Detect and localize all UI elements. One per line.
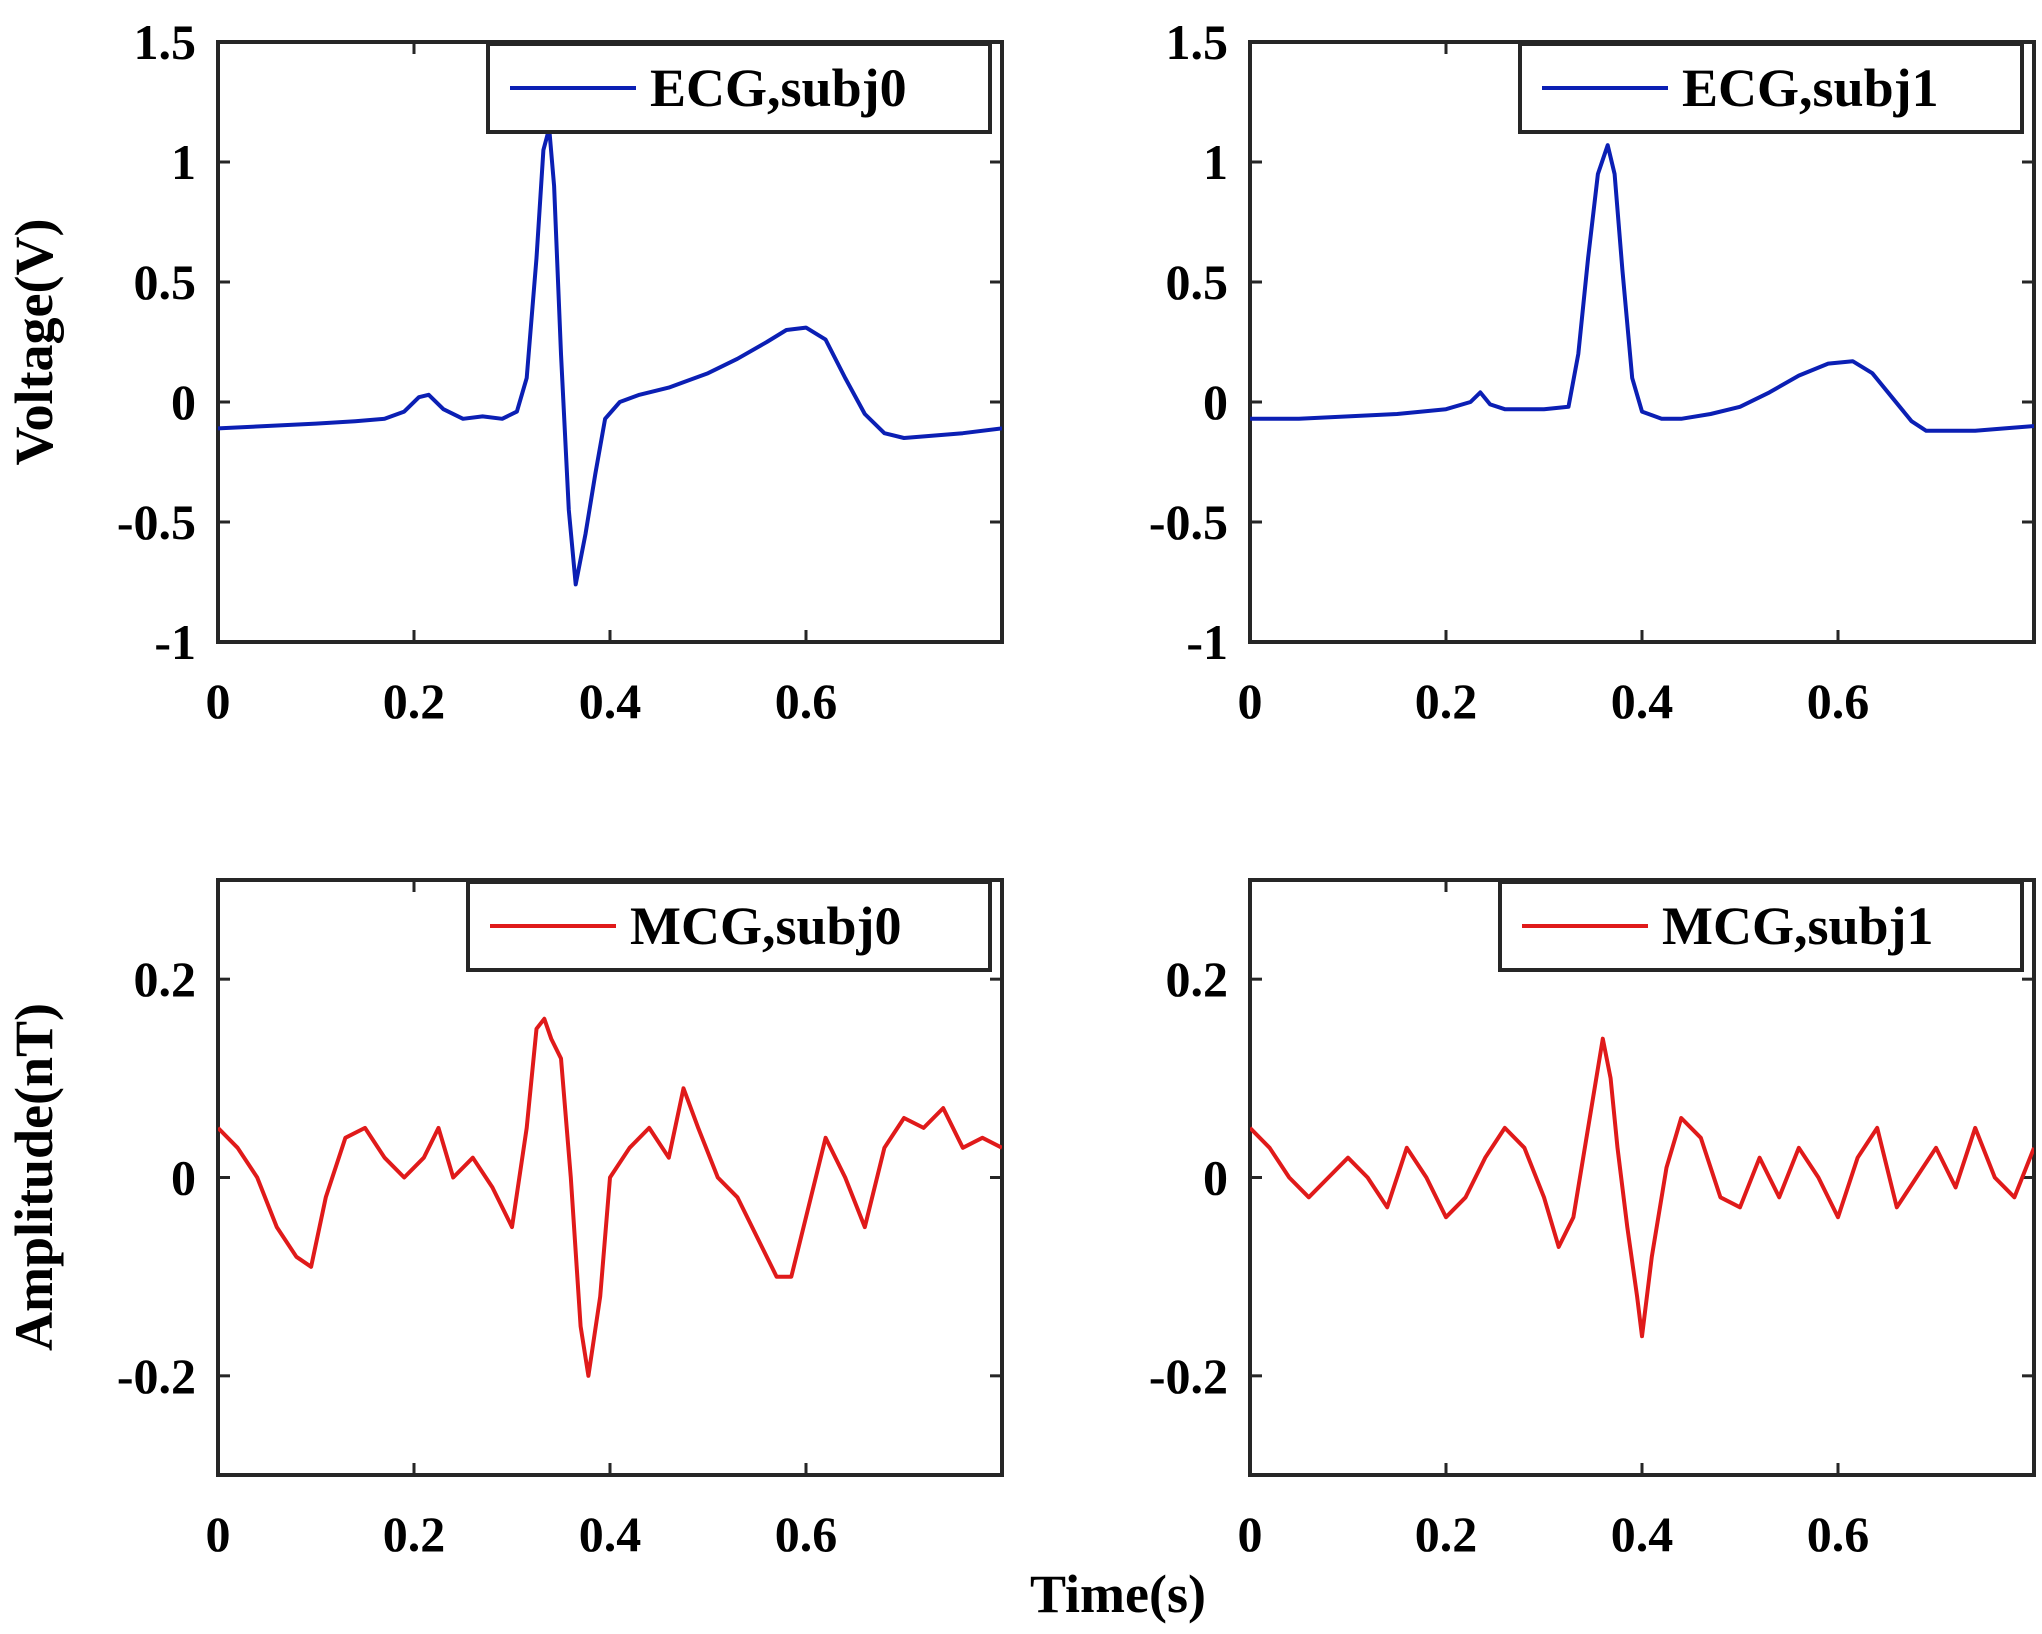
y-tick-label: 0.2 [134, 951, 197, 1007]
y-tick-label: -0.5 [117, 494, 196, 550]
x-tick-label: 0.4 [1611, 1506, 1674, 1562]
y-tick-label: 1.5 [134, 14, 197, 70]
ecg-subj0-panel: 0 0.2 0.4 0.6 1.5 1 0.5 0 -0.5 -1 ECG,subj0 Voltage… [4, 14, 1004, 729]
legend-label: ECG,subj0 [650, 58, 907, 118]
y-tick-label: 0.2 [1166, 951, 1229, 1007]
y-tick-label: 0.5 [1166, 254, 1229, 310]
mcg-subj1-panel: 0 0.2 0.4 0.6 0.2 0 -0.2 MCG,subj1 Time(s) [1030, 878, 2036, 1624]
y-tick-label: 1.5 [1166, 14, 1229, 70]
x-tick-label: 0.6 [1807, 673, 1870, 729]
x-tick-label: 0.6 [775, 673, 838, 729]
y-tick-label: 0 [171, 1150, 196, 1206]
y-tick-label: 1 [1203, 134, 1228, 190]
x-tick-label: 0.6 [1807, 1506, 1870, 1562]
x-tick-label: 0.6 [775, 1506, 838, 1562]
series-line [1250, 1036, 2034, 1339]
y-tick-label: -1 [1186, 614, 1228, 670]
legend: ECG,subj0 [486, 42, 992, 134]
x-tick-label: 0.2 [383, 1506, 446, 1562]
series-line [1250, 143, 2034, 433]
legend-label: MCG,subj1 [1662, 896, 1934, 956]
y-tick-label: 0 [171, 374, 196, 430]
x-tick-label: 0.2 [383, 673, 446, 729]
series-line [218, 1016, 1002, 1378]
legend-label: ECG,subj1 [1682, 58, 1939, 118]
x-tick-label: 0 [206, 1506, 231, 1562]
legend: MCG,subj0 [466, 880, 992, 972]
mcg-subj0-panel: 0 0.2 0.4 0.6 0.2 0 -0.2 MCG,subj0 Amplitude(nT) [4, 878, 1004, 1562]
x-tick-label: 0 [206, 673, 231, 729]
x-tick-label: 0 [1238, 673, 1263, 729]
x-tick-label: 0.2 [1415, 1506, 1478, 1562]
x-tick-label: 0.2 [1415, 673, 1478, 729]
legend: MCG,subj1 [1498, 880, 2024, 972]
x-tick-label: 0.4 [579, 1506, 642, 1562]
y-tick-label: -1 [154, 614, 196, 670]
x-tick-label: 0.4 [1611, 673, 1674, 729]
y-tick-label: 1 [171, 134, 196, 190]
legend: ECG,subj1 [1518, 42, 2024, 134]
series-line [218, 126, 1002, 587]
y-tick-label: 0.5 [134, 254, 197, 310]
x-tick-label: 0 [1238, 1506, 1263, 1562]
y-tick-label: -0.5 [1149, 494, 1228, 550]
y-tick-label: 0 [1203, 374, 1228, 430]
y-tick-label: -0.2 [1149, 1348, 1228, 1404]
legend-label: MCG,subj0 [630, 896, 902, 956]
x-tick-label: 0.4 [579, 673, 642, 729]
y-axis-label: Voltage(V) [4, 219, 64, 466]
ecg-subj1-panel: 0 0.2 0.4 0.6 1.5 1 0.5 0 -0.5 -1 ECG,subj1 [1149, 14, 2036, 729]
y-tick-label: 0 [1203, 1150, 1228, 1206]
y-tick-label: -0.2 [117, 1348, 196, 1404]
x-axis-label: Time(s) [1030, 1564, 1206, 1624]
y-axis-label: Amplitude(nT) [4, 1003, 64, 1351]
